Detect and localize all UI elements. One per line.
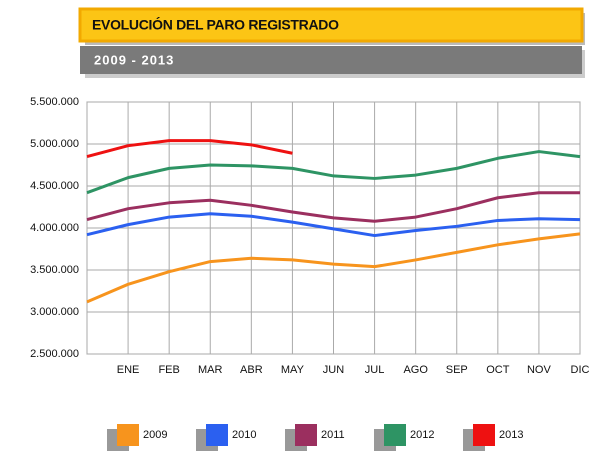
title-box (78, 7, 584, 43)
x-tick-label: ABR (240, 364, 263, 376)
x-tick-label: DIC (571, 364, 590, 376)
legend-label: 2009 (143, 429, 167, 441)
x-tick-label: FEB (158, 364, 179, 376)
x-tick-label: MAR (198, 364, 223, 376)
y-tick-label: 5.500.000 (30, 96, 79, 108)
x-tick-label: AGO (403, 364, 428, 376)
series-line (86, 150, 581, 195)
legend-label: 2013 (499, 429, 523, 441)
series-line (86, 191, 580, 223)
y-tick-label: 3.500.000 (30, 264, 79, 276)
legend-swatch (117, 424, 139, 446)
x-tick-label: MAY (281, 364, 305, 376)
chart-title: EVOLUCIÓN DEL PARO REGISTRADO (92, 16, 339, 33)
x-tick-label: SEP (446, 364, 468, 376)
legend-label: 2012 (410, 429, 434, 441)
legend-label: 2010 (232, 429, 256, 441)
x-tick-label: JUN (323, 364, 344, 376)
y-tick-label: 4.500.000 (30, 180, 79, 192)
y-tick-label: 4.000.000 (30, 222, 79, 234)
chart-subtitle: 2009 - 2013 (94, 52, 174, 67)
x-tick-label: JUL (365, 364, 385, 376)
y-tick-label: 3.000.000 (30, 306, 79, 318)
legend-label: 2011 (321, 429, 345, 441)
subtitle-box (80, 46, 582, 74)
legend-swatch (473, 424, 495, 446)
series-line (86, 212, 581, 238)
y-tick-label: 5.000.000 (30, 138, 79, 150)
legend-swatch (384, 424, 406, 446)
series-line (86, 139, 293, 159)
legend-swatch (206, 424, 228, 446)
series-line (86, 232, 581, 304)
y-tick-label: 2.500.000 (30, 348, 79, 360)
x-tick-label: NOV (527, 364, 552, 376)
legend-swatch (295, 424, 317, 446)
x-tick-label: ENE (117, 364, 140, 376)
x-tick-label: OCT (486, 364, 510, 376)
